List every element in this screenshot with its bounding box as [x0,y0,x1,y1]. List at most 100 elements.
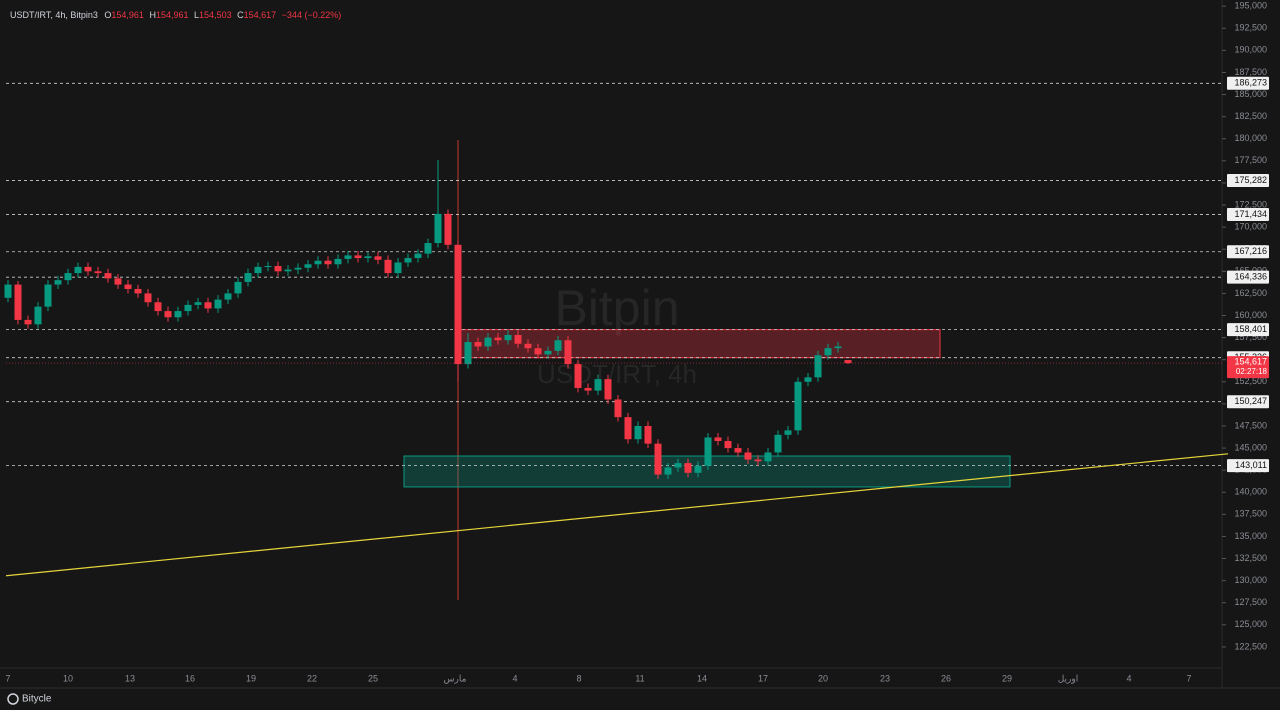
y-tick-label: 140,000 [1234,487,1267,497]
candle-body [234,281,242,294]
candle-body [504,334,512,341]
candle-body [604,379,612,400]
candle-body [284,269,292,272]
candle-body [724,440,732,449]
level-label: 171,434 [1234,209,1267,219]
candle-body [474,342,482,347]
candle-body [664,467,672,475]
candle-body [254,266,262,274]
candle-body [124,284,132,289]
candle-body [24,319,32,325]
level-label: 150,247 [1234,396,1267,406]
level-badge [1227,323,1269,337]
x-tick-label: 26 [941,673,951,683]
y-tick-label: 172,500 [1234,199,1267,209]
level-label: 186,273 [1234,78,1267,88]
candle-body [64,273,72,281]
y-tick-label: 132,500 [1234,553,1267,563]
y-tick-label: 180,000 [1234,133,1267,143]
candle-body [564,340,572,365]
change: −344 (−0.22%) [282,10,342,20]
candle-body [654,443,662,475]
candle-body [114,278,122,285]
candle-body [364,256,372,259]
level-badge [1227,207,1269,221]
x-tick-label: 8 [576,673,581,683]
candle-body [54,280,62,285]
candle-body [694,465,702,473]
x-tick-label: 17 [758,673,768,683]
candle-body [4,284,12,298]
candle-body [824,348,832,356]
watermark-brand: Bitpin [554,280,679,336]
watermark-pair: USDT/IRT, 4h [537,359,697,389]
candle-body [214,299,222,309]
y-tick-label: 192,500 [1234,23,1267,33]
y-tick-label: 145,000 [1234,442,1267,452]
candle-body [274,266,282,272]
y-tick-label: 130,000 [1234,575,1267,585]
level-badge [1227,459,1269,473]
x-tick-label: اوریل [1058,673,1079,684]
candle-body [744,452,752,460]
level-label: 164,336 [1234,272,1267,282]
y-tick-label: 195,000 [1234,1,1267,11]
candle-body [544,350,552,355]
candle-body [584,387,592,391]
x-tick-label: 20 [818,673,828,683]
x-tick-label: 22 [307,673,317,683]
candle-body [714,437,722,441]
y-tick-label: 185,000 [1234,89,1267,99]
x-tick-label: 4 [1126,673,1131,683]
candle-body [324,260,332,265]
footer-brand[interactable]: Bitycle [22,694,52,705]
x-tick-label: 23 [880,673,890,683]
c-key: C [237,10,244,20]
candle-body [244,273,252,282]
plot [4,82,1229,577]
countdown: 02:27:18 [1236,367,1268,376]
x-tick-label: 7 [1186,673,1191,683]
candle-body [34,306,42,325]
candle-body [574,364,582,388]
trendline [5,453,1229,577]
y-tick-label: 170,000 [1234,221,1267,231]
candle-body [844,360,852,364]
candle-body [344,255,352,259]
level-badge [1227,76,1269,90]
candle-body [534,348,542,355]
x-tick-label: 11 [635,673,644,683]
candle-body [104,273,112,279]
x-tick-label: مارس [444,673,467,684]
y-tick-label: 160,000 [1234,310,1267,320]
candle-body [384,259,392,274]
symbol: USDT/IRT, 4h, Bitpin3 [10,10,98,20]
candle-body [414,253,422,259]
candle-body [634,425,642,440]
candle-body [204,302,212,309]
candle-body [224,293,232,300]
level-badge [1227,245,1269,259]
candle-body [354,255,362,259]
candle-body [184,304,192,312]
price-badge [1227,356,1269,379]
candle-body [74,266,82,274]
level-badge [1227,395,1269,409]
candle-body [294,267,302,270]
candle-body [164,311,172,318]
candle-body [144,293,152,303]
candle-body [174,311,182,318]
candle-body [334,258,342,265]
y-tick-label: 137,500 [1234,509,1267,519]
candle-body [264,266,272,268]
y-tick-label: 125,000 [1234,619,1267,629]
candle-body [464,342,472,365]
open: 154,961 [111,10,144,20]
price-label: 154,617 [1234,356,1267,366]
level-label: 158,401 [1234,324,1267,334]
level-badge [1227,173,1269,187]
candle-body [774,434,782,453]
candle-body [794,381,802,431]
candle-body [394,262,402,274]
